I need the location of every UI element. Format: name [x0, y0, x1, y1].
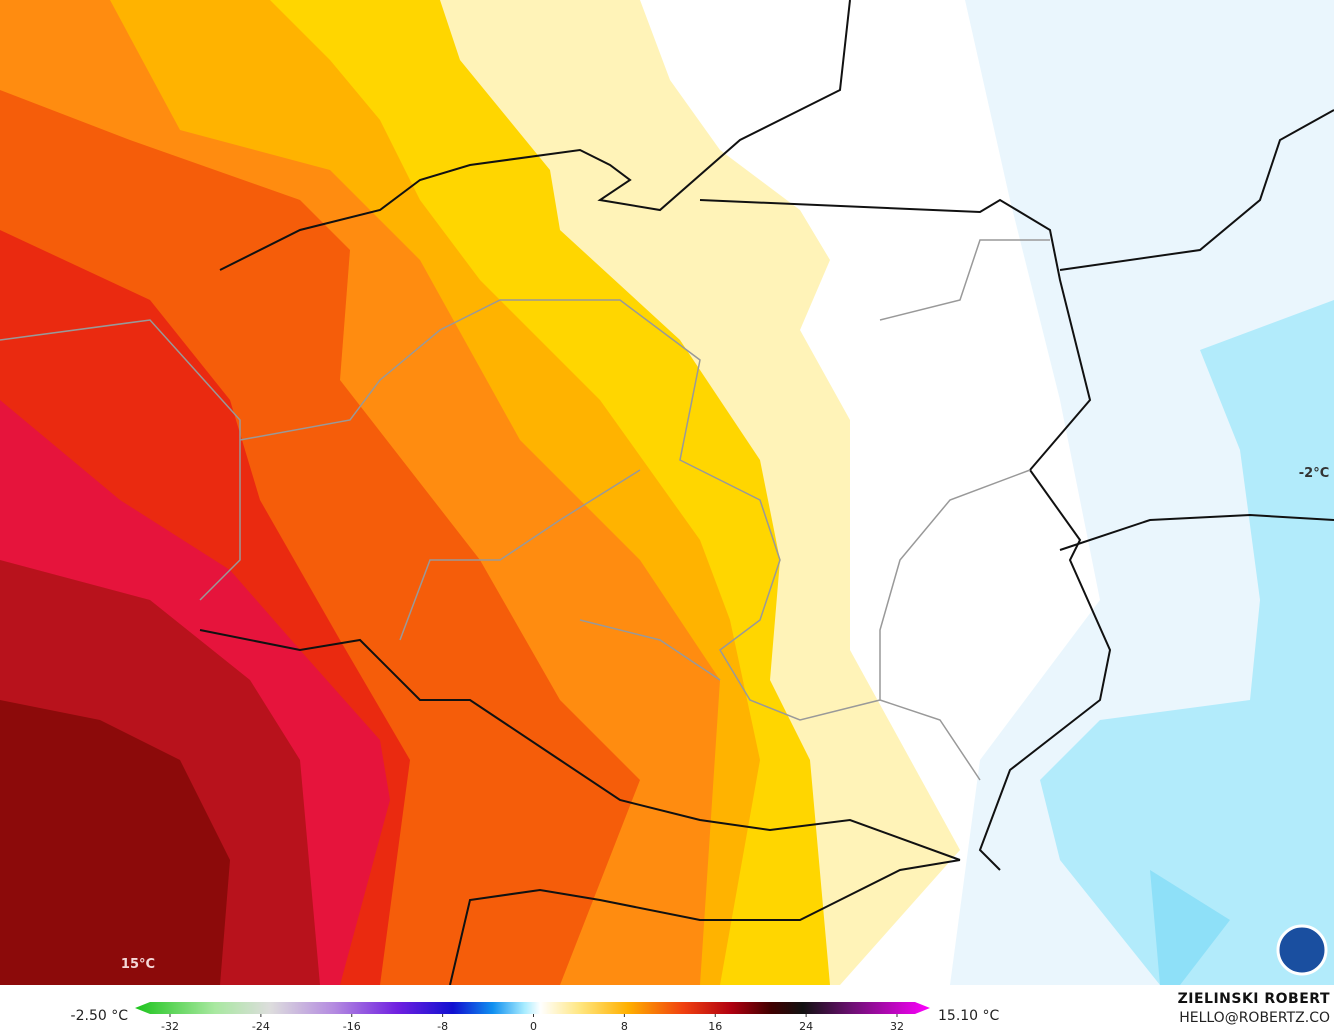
noaa-logo [1276, 924, 1328, 976]
colorbar-tick-label: 24 [799, 1020, 813, 1033]
colorbar-tick-label: 8 [621, 1020, 628, 1033]
legend-max: 15.10 °C [938, 1008, 1000, 1024]
temperature-field [0, 0, 1334, 985]
colorbar [135, 1002, 930, 1014]
email: HELLO@ROBERTZ.CO [1179, 1010, 1330, 1026]
colorbar-tick-label: -24 [252, 1020, 270, 1033]
colorbar-tick-label: -8 [437, 1020, 448, 1033]
author: ZIELINSKI ROBERT [1178, 991, 1330, 1007]
colorbar-tick-label: -32 [161, 1020, 179, 1033]
colorbar-tick-label: 16 [708, 1020, 722, 1033]
borders [0, 0, 1334, 986]
legend-min: -2.50 °C [71, 1008, 129, 1024]
temp-label: 15°C [121, 957, 155, 972]
colorbar-tick-label: 32 [890, 1020, 904, 1033]
temp-label: -2°C [1299, 466, 1329, 481]
colorbar-tick-label: 0 [530, 1020, 537, 1033]
colorbar-tick-label: -16 [343, 1020, 361, 1033]
